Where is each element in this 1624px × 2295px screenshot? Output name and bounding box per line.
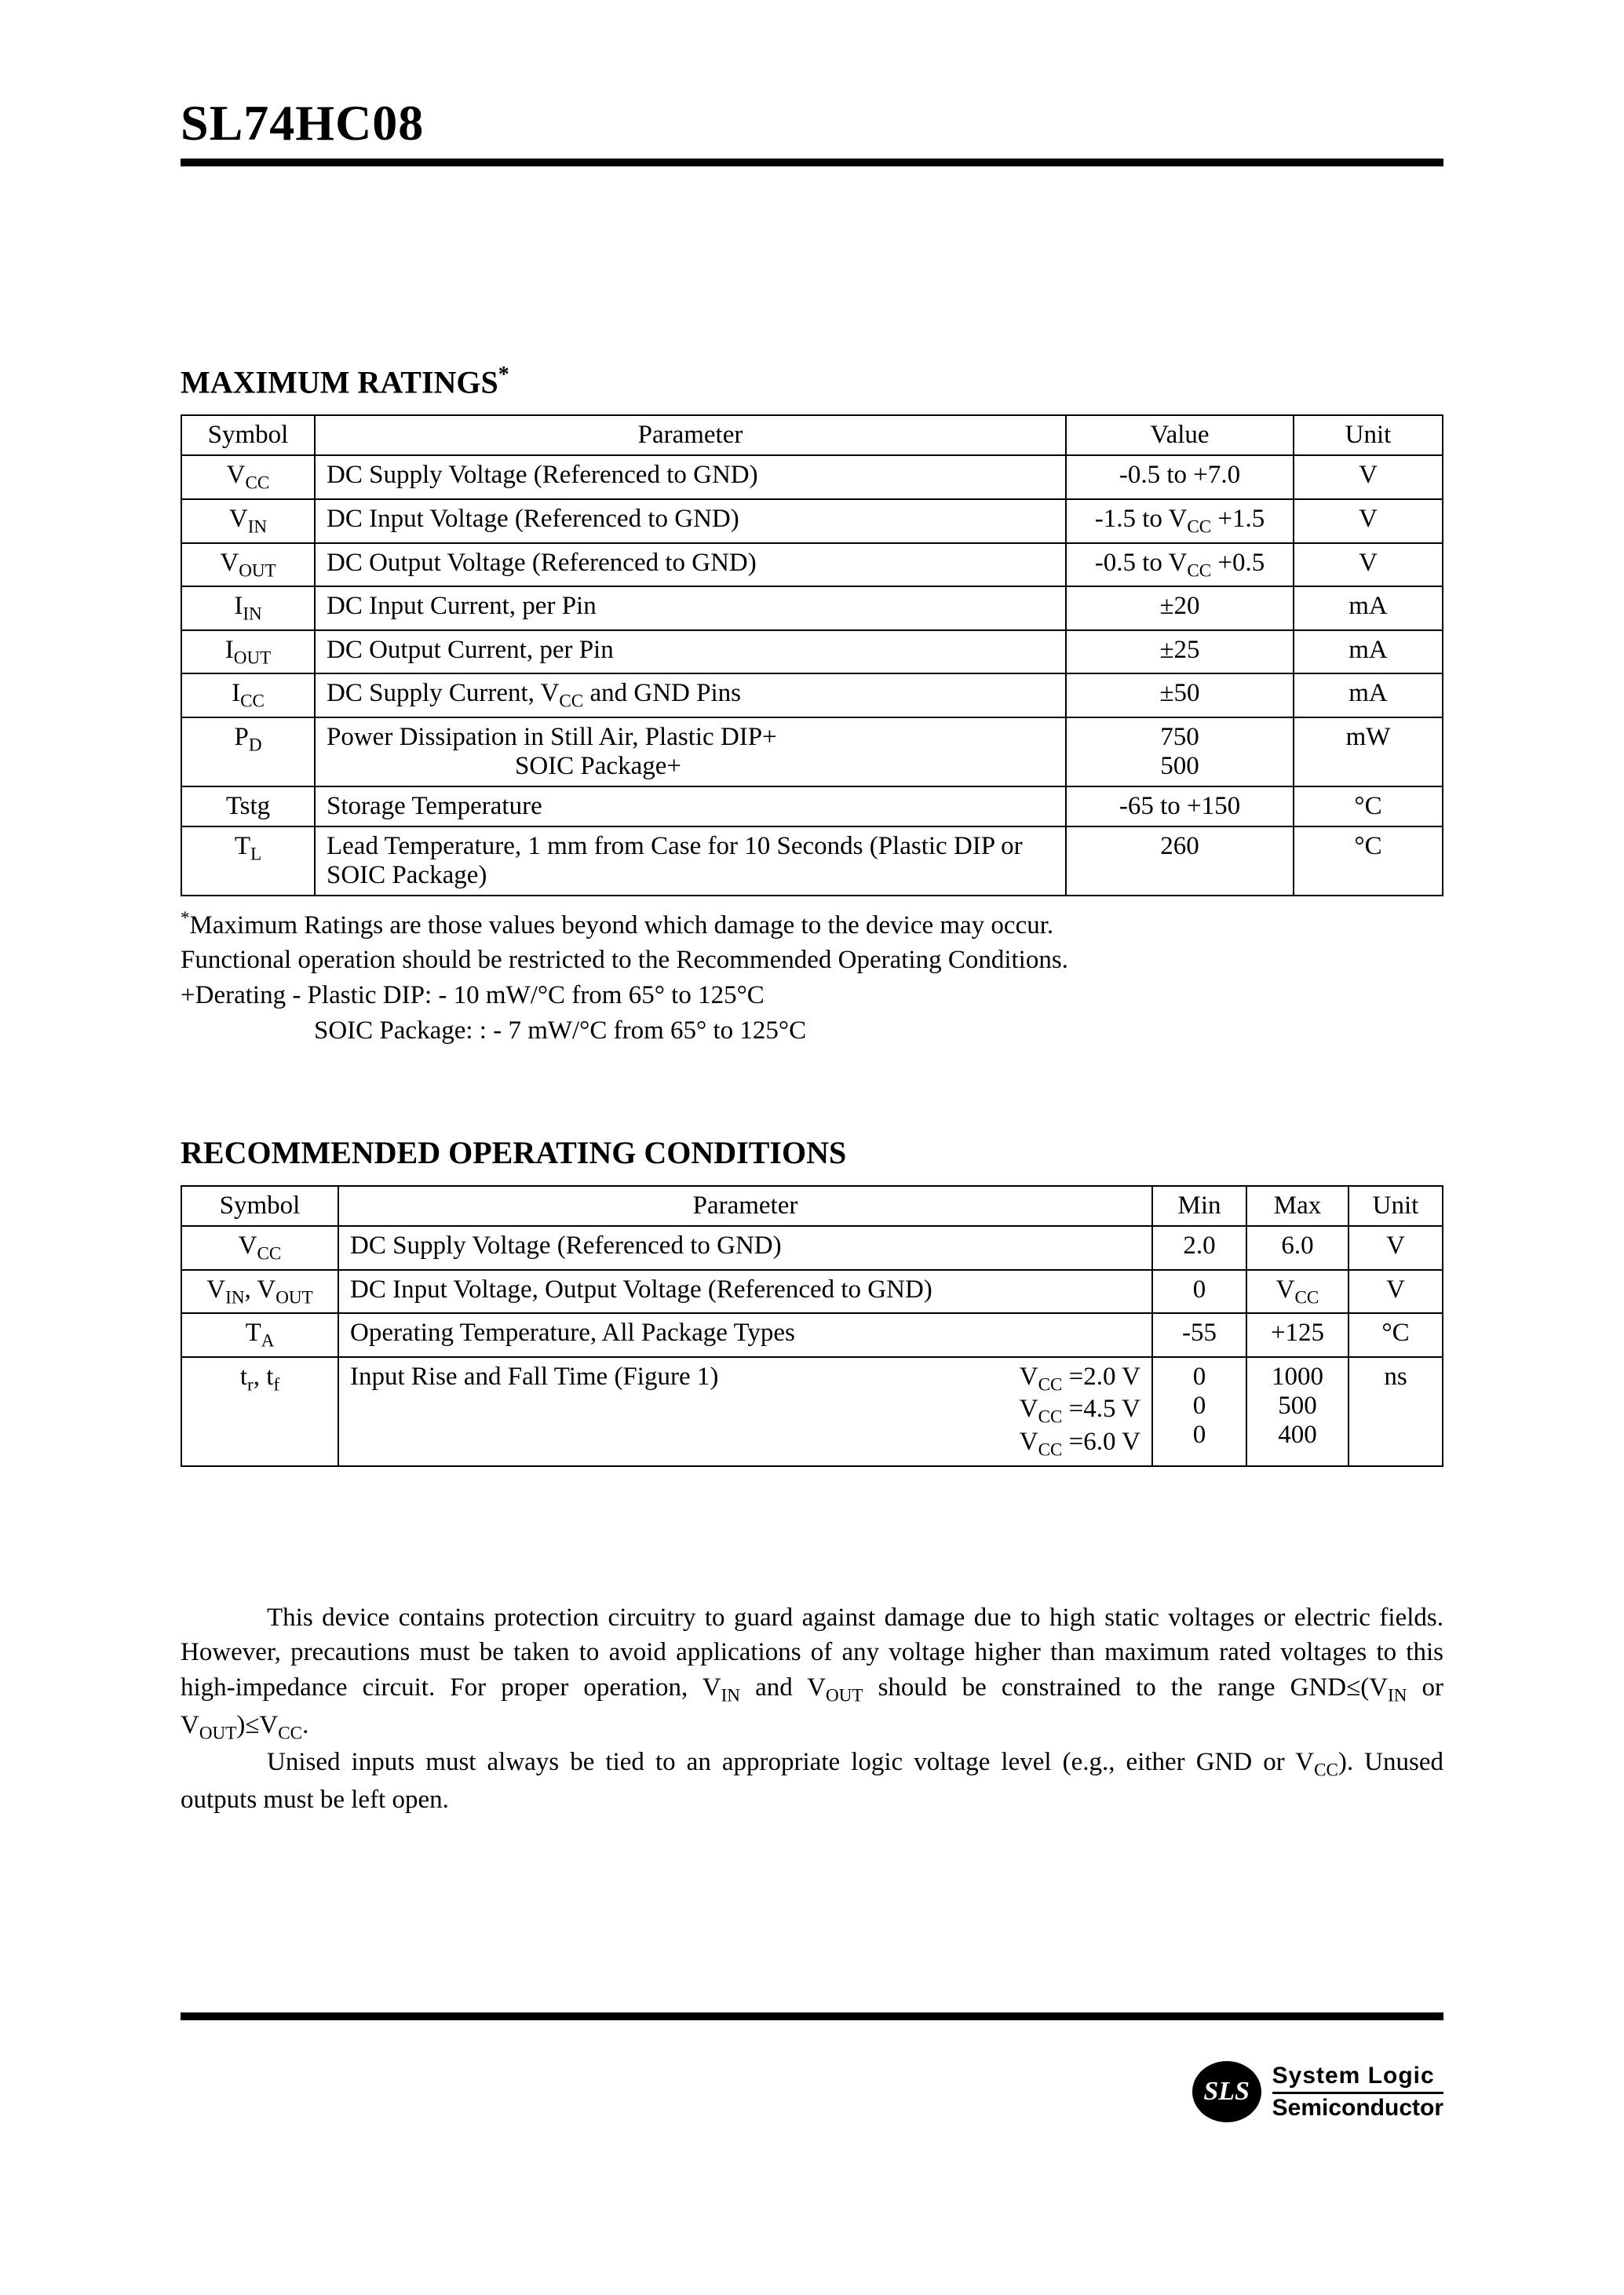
max-ratings-table: Symbol Parameter Value Unit VCCDC Supply… [181, 414, 1443, 896]
cell-symbol: VCC [181, 1226, 338, 1270]
cell-symbol: TL [181, 826, 315, 896]
table-row: TAOperating Temperature, All Package Typ… [181, 1313, 1443, 1357]
cell-value: -1.5 to VCC +1.5 [1066, 499, 1294, 543]
cell-min: 000 [1152, 1357, 1246, 1466]
footnote-3: +Derating - Plastic DIP: - 10 mW/°C from… [181, 978, 1443, 1013]
cell-parameter: DC Supply Current, VCC and GND Pins [315, 673, 1066, 717]
footnote-4: SOIC Package: : - 7 mW/°C from 65° to 12… [181, 1013, 1443, 1049]
body-para-1: This device contains protection circuitr… [181, 1604, 1443, 1739]
cell-unit: V [1294, 543, 1443, 587]
cell-symbol: VIN, VOUT [181, 1270, 338, 1314]
body-para-2: Unised inputs must always be tied to an … [181, 1748, 1443, 1814]
rec-op-title: RECOMMENDED OPERATING CONDITIONS [181, 1134, 1443, 1171]
th-parameter: Parameter [315, 415, 1066, 455]
max-ratings-title: MAXIMUM RATINGS* [181, 363, 1443, 400]
cell-unit: V [1294, 499, 1443, 543]
footnote-1: *Maximum Ratings are those values beyond… [181, 906, 1443, 943]
footnote-2: Functional operation should be restricte… [181, 943, 1443, 978]
th2-unit: Unit [1348, 1186, 1443, 1226]
cell-parameter: Lead Temperature, 1 mm from Case for 10 … [315, 826, 1066, 896]
th-value: Value [1066, 415, 1294, 455]
cell-symbol: VCC [181, 455, 315, 499]
body-paragraphs: This device contains protection circuitr… [181, 1600, 1443, 1818]
cell-parameter: DC Input Voltage (Referenced to GND) [315, 499, 1066, 543]
cell-unit: mA [1294, 673, 1443, 717]
cell-parameter: Input Rise and Fall Time (Figure 1)VCC =… [338, 1357, 1152, 1466]
cell-unit: V [1348, 1226, 1443, 1270]
table-row: VIN, VOUTDC Input Voltage, Output Voltag… [181, 1270, 1443, 1314]
cell-value: -0.5 to VCC +0.5 [1066, 543, 1294, 587]
cell-symbol: Tstg [181, 786, 315, 826]
cell-max: VCC [1246, 1270, 1348, 1314]
footer-logo: SLS System Logic Semiconductor [1192, 2061, 1443, 2122]
max-ratings-title-text: MAXIMUM RATINGS [181, 364, 498, 400]
cell-parameter: DC Output Current, per Pin [315, 630, 1066, 674]
table-row: ICCDC Supply Current, VCC and GND Pins±5… [181, 673, 1443, 717]
cell-unit: ns [1348, 1357, 1443, 1466]
th2-symbol: Symbol [181, 1186, 338, 1226]
cell-max: 6.0 [1246, 1226, 1348, 1270]
cell-value: 750500 [1066, 717, 1294, 786]
table-row: PDPower Dissipation in Still Air, Plasti… [181, 717, 1443, 786]
cell-symbol: IIN [181, 586, 315, 630]
th-unit: Unit [1294, 415, 1443, 455]
th-symbol: Symbol [181, 415, 315, 455]
cell-value: -0.5 to +7.0 [1066, 455, 1294, 499]
cell-symbol: ICC [181, 673, 315, 717]
cell-parameter: DC Supply Voltage (Referenced to GND) [315, 455, 1066, 499]
cell-symbol: TA [181, 1313, 338, 1357]
table-row: IINDC Input Current, per Pin±20mA [181, 586, 1443, 630]
cell-unit: V [1348, 1270, 1443, 1314]
table-row: IOUTDC Output Current, per Pin±25mA [181, 630, 1443, 674]
cell-max: 1000500400 [1246, 1357, 1348, 1466]
cell-symbol: VIN [181, 499, 315, 543]
cell-parameter: DC Output Voltage (Referenced to GND) [315, 543, 1066, 587]
table-row: VINDC Input Voltage (Referenced to GND)-… [181, 499, 1443, 543]
rec-op-table: Symbol Parameter Min Max Unit VCCDC Supp… [181, 1185, 1443, 1467]
cell-parameter: Power Dissipation in Still Air, Plastic … [315, 717, 1066, 786]
cell-min: 0 [1152, 1270, 1246, 1314]
cell-parameter: DC Input Voltage, Output Voltage (Refere… [338, 1270, 1152, 1314]
table-row: VOUTDC Output Voltage (Referenced to GND… [181, 543, 1443, 587]
cell-unit: mA [1294, 630, 1443, 674]
sls-oval-icon: SLS [1192, 2061, 1261, 2122]
cell-value: ±20 [1066, 586, 1294, 630]
cell-value: 260 [1066, 826, 1294, 896]
table-row: VCCDC Supply Voltage (Referenced to GND)… [181, 1226, 1443, 1270]
part-number: SL74HC08 [181, 94, 1443, 159]
max-ratings-footnotes: *Maximum Ratings are those values beyond… [181, 906, 1443, 1048]
footer-rule [181, 2012, 1443, 2020]
cell-max: +125 [1246, 1313, 1348, 1357]
cell-symbol: IOUT [181, 630, 315, 674]
cell-value: ±50 [1066, 673, 1294, 717]
table-row: TstgStorage Temperature-65 to +150°C [181, 786, 1443, 826]
cell-parameter: DC Supply Voltage (Referenced to GND) [338, 1226, 1152, 1270]
cell-unit: mW [1294, 717, 1443, 786]
cell-unit: mA [1294, 586, 1443, 630]
cell-symbol: tr, tf [181, 1357, 338, 1466]
th2-parameter: Parameter [338, 1186, 1152, 1226]
cell-unit: V [1294, 455, 1443, 499]
th2-max: Max [1246, 1186, 1348, 1226]
footer-line1: System Logic [1272, 2062, 1443, 2094]
cell-min: 2.0 [1152, 1226, 1246, 1270]
cell-unit: °C [1348, 1313, 1443, 1357]
header-rule [181, 159, 1443, 166]
cell-value: -65 to +150 [1066, 786, 1294, 826]
cell-value: ±25 [1066, 630, 1294, 674]
table-row: TLLead Temperature, 1 mm from Case for 1… [181, 826, 1443, 896]
cell-parameter: DC Input Current, per Pin [315, 586, 1066, 630]
cell-parameter: Operating Temperature, All Package Types [338, 1313, 1152, 1357]
cell-parameter: Storage Temperature [315, 786, 1066, 826]
cell-unit: °C [1294, 786, 1443, 826]
footer-line2: Semiconductor [1272, 2094, 1443, 2122]
th2-min: Min [1152, 1186, 1246, 1226]
table-row: tr, tfInput Rise and Fall Time (Figure 1… [181, 1357, 1443, 1466]
cell-unit: °C [1294, 826, 1443, 896]
cell-min: -55 [1152, 1313, 1246, 1357]
cell-symbol: VOUT [181, 543, 315, 587]
table-row: VCCDC Supply Voltage (Referenced to GND)… [181, 455, 1443, 499]
cell-symbol: PD [181, 717, 315, 786]
title-star: * [498, 363, 509, 387]
